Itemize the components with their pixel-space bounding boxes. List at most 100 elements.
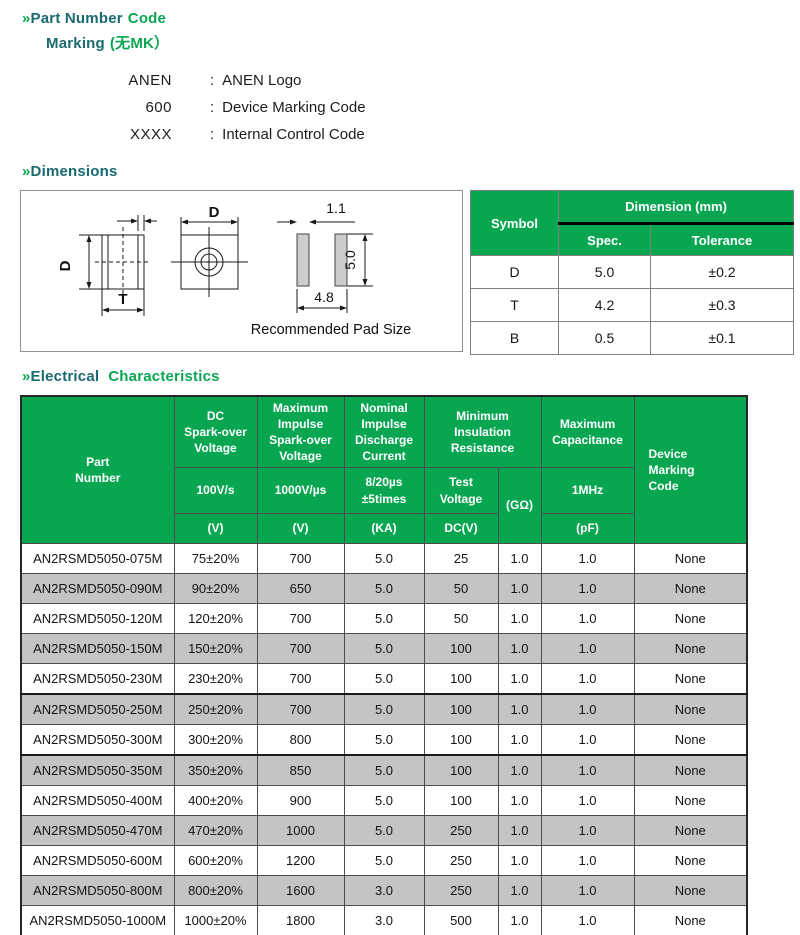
subheader-discharge-rate: 8/20µs ±5times (343, 467, 425, 514)
marking-list-item: XXXX : Internal Control Code (60, 126, 365, 143)
cell-capacitance: 1.0 (540, 573, 635, 604)
cell-capacitance: 1.0 (540, 905, 635, 935)
marking-separator: : (210, 99, 215, 116)
cell-discharge-current: 5.0 (343, 724, 425, 756)
cell-discharge-current: 5.0 (343, 633, 425, 664)
cell-device-marking: None (633, 845, 748, 876)
label-side-height: D (57, 260, 74, 271)
cell-tolerance: ±0.1 (650, 321, 794, 355)
cell-device-marking: None (633, 875, 748, 906)
top-view-figure: D (171, 204, 248, 297)
cell-insulation: 1.0 (497, 663, 542, 695)
cell-part-number: AN2RSMD5050-400M (20, 785, 175, 816)
cell-device-marking: None (633, 785, 748, 816)
cell-insulation: 1.0 (497, 905, 542, 935)
cell-capacitance: 1.0 (540, 663, 635, 695)
cell-dc-spark-over: 120±20% (173, 603, 258, 634)
cell-discharge-current: 5.0 (343, 815, 425, 846)
cell-insulation: 1.0 (497, 754, 542, 786)
cell-symbol: T (470, 288, 559, 322)
label-top-width: D (209, 204, 220, 221)
cell-insulation: 1.0 (497, 693, 542, 725)
cell-part-number: AN2RSMD5050-230M (20, 663, 175, 695)
cell-dc-spark-over: 600±20% (173, 845, 258, 876)
subheader-impulse-rate: 1000V/µs (256, 467, 345, 514)
cell-capacitance: 1.0 (540, 633, 635, 664)
cell-test-voltage: 100 (423, 663, 499, 695)
cell-spec: 5.0 (558, 255, 651, 289)
cell-max-impulse: 800 (256, 724, 345, 756)
col-header-device-marking: Device Marking Code (633, 395, 748, 544)
cell-part-number: AN2RSMD5050-150M (20, 633, 175, 664)
subheader-gohm-unit: (GΩ) (497, 467, 542, 544)
cell-device-marking: None (633, 724, 748, 756)
cell-discharge-current: 5.0 (343, 693, 425, 725)
table-row: AN2RSMD5050-090M 90±20% 650 5.0 50 1.0 1.0 None (20, 573, 748, 604)
cell-tolerance: ±0.3 (650, 288, 794, 322)
col-header-dc-spark-over: DC Spark-over Voltage (173, 395, 258, 468)
section-title-dimensions: »Dimensions (22, 163, 118, 180)
col-header-max-capacitance: Maximum Capacitance (540, 395, 635, 468)
cell-test-voltage: 100 (423, 633, 499, 664)
table-row: AN2RSMD5050-800M 800±20% 1600 3.0 250 1.0 1.0 N… (20, 875, 748, 906)
marking-description: Internal Control Code (222, 126, 365, 143)
cell-test-voltage: 500 (423, 905, 499, 935)
cell-test-voltage: 50 (423, 603, 499, 634)
cell-test-voltage: 250 (423, 845, 499, 876)
electrical-table-body: AN2RSMD5050-075M 75±20% 700 5.0 25 1.0 1.0 None… (20, 543, 748, 935)
pad-size-caption: Recommended Pad Size (251, 322, 411, 338)
section-title-electrical: »Electrical Characteristics (22, 368, 220, 385)
unit-cap-pf: (pF) (540, 513, 635, 544)
cell-part-number: AN2RSMD5050-120M (20, 603, 175, 634)
cell-capacitance: 1.0 (540, 603, 635, 634)
marking-description: ANEN Logo (222, 72, 302, 89)
cell-dc-spark-over: 300±20% (173, 724, 258, 756)
table-row: AN2RSMD5050-600M 600±20% 1200 5.0 250 1.0 1.0 N… (20, 845, 748, 876)
electrical-title-teal: Electrical (30, 368, 100, 385)
cell-discharge-current: 5.0 (343, 663, 425, 695)
cell-device-marking: None (633, 573, 748, 604)
cell-discharge-current: 5.0 (343, 573, 425, 604)
cell-dc-spark-over: 400±20% (173, 785, 258, 816)
cell-capacitance: 1.0 (540, 543, 635, 574)
table-row: AN2RSMD5050-400M 400±20% 900 5.0 100 1.0 1.0 No… (20, 785, 748, 816)
cell-tolerance: ±0.2 (650, 255, 794, 289)
cell-capacitance: 1.0 (540, 815, 635, 846)
cell-insulation: 1.0 (497, 633, 542, 664)
marking-separator: : (210, 126, 215, 143)
unit-discharge-ka: (KA) (343, 513, 425, 544)
table-row: D 5.0 ±0.2 (470, 255, 794, 289)
section-title-marking-line2: Marking (无MK） (46, 32, 169, 53)
electrical-title-green: Characteristics (108, 368, 220, 385)
cell-dc-spark-over: 230±20% (173, 663, 258, 695)
table-row: AN2RSMD5050-350M 350±20% 850 5.0 100 1.0 1.0 No… (20, 754, 748, 786)
marking-title2-green: (无MK） (109, 35, 170, 52)
cell-symbol: D (470, 255, 559, 289)
cell-device-marking: None (633, 633, 748, 664)
section-bullet-icon: » (22, 10, 31, 27)
cell-max-impulse: 700 (256, 543, 345, 574)
cell-part-number: AN2RSMD5050-090M (20, 573, 175, 604)
cell-capacitance: 1.0 (540, 724, 635, 756)
cell-max-impulse: 1800 (256, 905, 345, 935)
cell-dc-spark-over: 75±20% (173, 543, 258, 574)
cell-discharge-current: 3.0 (343, 875, 425, 906)
cell-test-voltage: 100 (423, 693, 499, 725)
col-header-insulation-resistance: Minimum Insulation Resistance (423, 395, 542, 468)
cell-device-marking: None (633, 663, 748, 695)
dimensions-figure: D T (57, 200, 411, 338)
cell-max-impulse: 850 (256, 754, 345, 786)
cell-insulation: 1.0 (497, 815, 542, 846)
cell-part-number: AN2RSMD5050-470M (20, 815, 175, 846)
cell-part-number: AN2RSMD5050-1000M (20, 905, 175, 935)
table-row: AN2RSMD5050-300M 300±20% 800 5.0 100 1.0 1.0 No… (20, 724, 748, 756)
label-pad-span: 4.8 (314, 289, 334, 305)
cell-max-impulse: 650 (256, 573, 345, 604)
cell-dc-spark-over: 470±20% (173, 815, 258, 846)
cell-capacitance: 1.0 (540, 693, 635, 725)
table-row: AN2RSMD5050-470M 470±20% 1000 5.0 250 1.0 1.0 N… (20, 815, 748, 846)
cell-device-marking: None (633, 603, 748, 634)
marking-code: 600 (145, 99, 172, 116)
cell-symbol: B (470, 321, 559, 355)
cell-test-voltage: 50 (423, 573, 499, 604)
